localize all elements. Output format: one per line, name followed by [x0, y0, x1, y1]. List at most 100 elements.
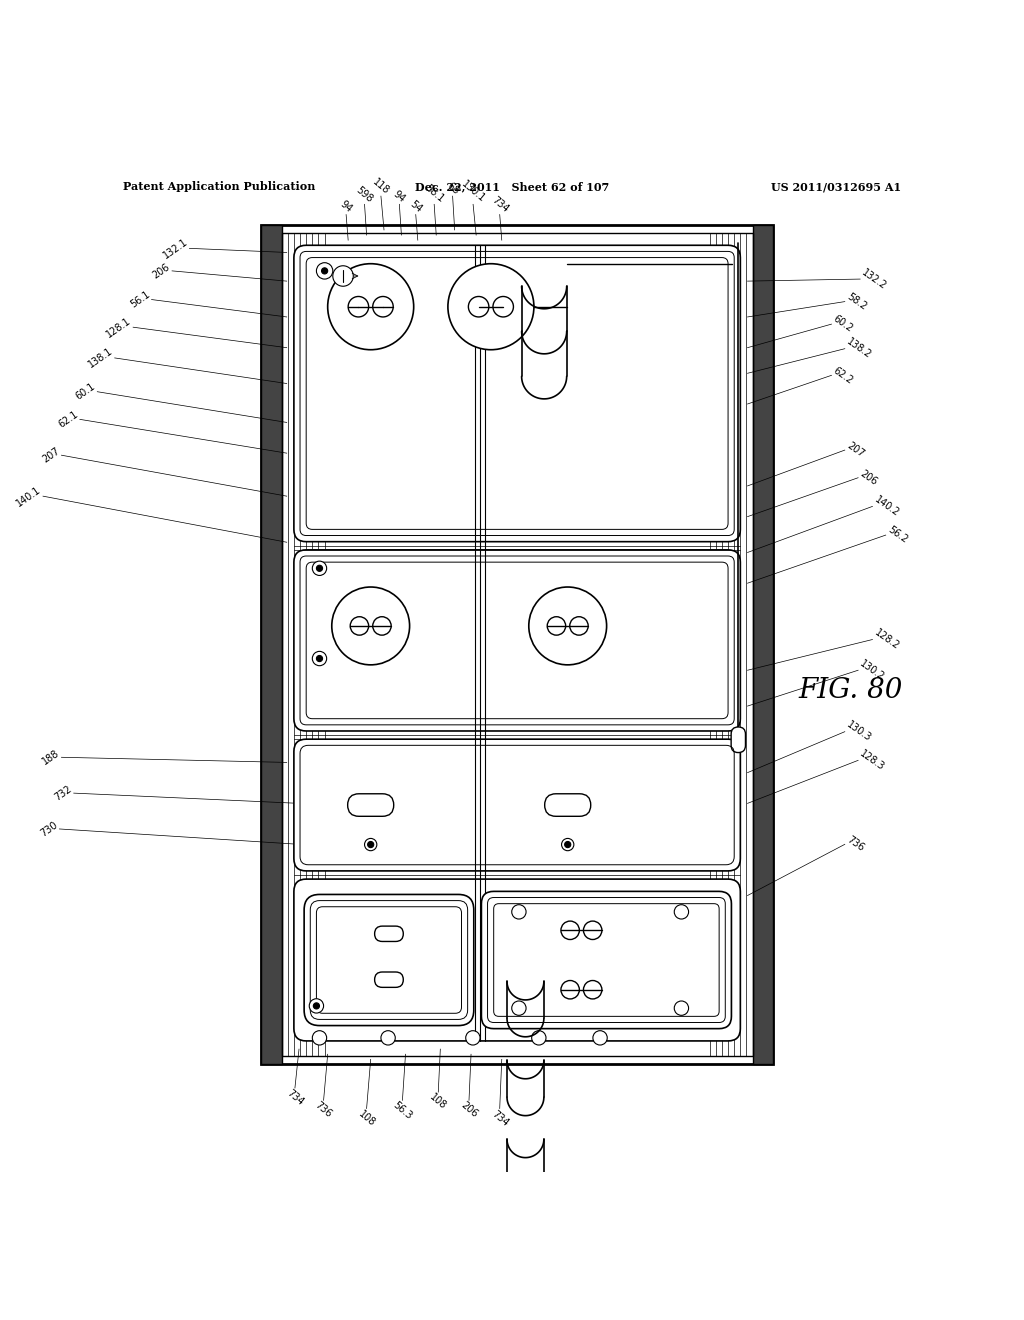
Circle shape: [316, 656, 323, 661]
Circle shape: [381, 1031, 395, 1045]
FancyBboxPatch shape: [304, 895, 474, 1026]
Text: 138.1: 138.1: [86, 346, 115, 370]
FancyBboxPatch shape: [294, 739, 740, 871]
Text: 130.2: 130.2: [858, 659, 887, 682]
Text: 108: 108: [356, 1109, 377, 1129]
FancyBboxPatch shape: [731, 727, 745, 752]
Circle shape: [561, 838, 573, 850]
Bar: [261, 224, 773, 1064]
FancyBboxPatch shape: [481, 891, 731, 1028]
Text: 132.2: 132.2: [860, 267, 889, 292]
Text: 94: 94: [338, 199, 354, 215]
Text: 56.1: 56.1: [128, 289, 152, 310]
Text: US 2011/0312695 A1: US 2011/0312695 A1: [771, 181, 901, 193]
Text: 206: 206: [459, 1101, 479, 1119]
Circle shape: [348, 297, 369, 317]
Circle shape: [512, 904, 526, 919]
Circle shape: [564, 841, 570, 847]
Bar: [753, 224, 773, 1064]
FancyBboxPatch shape: [294, 879, 740, 1041]
Text: 598: 598: [354, 185, 375, 205]
Text: 188: 188: [41, 748, 61, 767]
Circle shape: [561, 921, 580, 940]
FancyBboxPatch shape: [348, 793, 393, 816]
Text: 62.2: 62.2: [831, 366, 855, 385]
Text: 736: 736: [313, 1101, 334, 1119]
Circle shape: [447, 264, 534, 350]
Text: 130.1: 130.1: [460, 180, 486, 205]
Text: 207: 207: [845, 441, 866, 459]
Circle shape: [365, 838, 377, 850]
Text: 118: 118: [371, 177, 391, 197]
Text: FIG. 80: FIG. 80: [799, 677, 903, 705]
Circle shape: [466, 1031, 480, 1045]
Text: Dec. 22, 2011   Sheet 62 of 107: Dec. 22, 2011 Sheet 62 of 107: [415, 181, 609, 193]
Circle shape: [373, 616, 391, 635]
Text: 56.3: 56.3: [391, 1101, 414, 1122]
Circle shape: [313, 1003, 319, 1008]
Text: 730: 730: [39, 820, 59, 838]
Circle shape: [312, 561, 327, 576]
Text: 140.2: 140.2: [872, 495, 901, 519]
FancyBboxPatch shape: [294, 246, 740, 541]
Text: 130.3: 130.3: [845, 719, 873, 743]
Text: 94: 94: [391, 189, 408, 205]
Text: 56.2: 56.2: [886, 525, 909, 545]
Circle shape: [373, 297, 393, 317]
Text: 58.1: 58.1: [423, 183, 445, 205]
Circle shape: [674, 1001, 688, 1015]
Text: 132.1: 132.1: [161, 236, 189, 260]
Text: 736: 736: [845, 836, 865, 854]
Text: 58.2: 58.2: [845, 292, 868, 312]
Text: 128.3: 128.3: [858, 748, 887, 772]
Bar: [282, 234, 753, 1056]
Bar: [753, 224, 773, 1064]
Circle shape: [512, 1001, 526, 1015]
Text: 732: 732: [52, 784, 74, 803]
Text: 62.1: 62.1: [56, 409, 80, 429]
Text: 734: 734: [489, 195, 510, 215]
Circle shape: [593, 1031, 607, 1045]
Bar: [261, 224, 282, 1064]
Circle shape: [316, 565, 323, 572]
Circle shape: [468, 297, 488, 317]
Text: 68: 68: [444, 181, 461, 197]
Text: 128.2: 128.2: [872, 627, 901, 652]
FancyBboxPatch shape: [294, 550, 740, 731]
Circle shape: [309, 999, 324, 1012]
Text: 128.1: 128.1: [104, 315, 133, 339]
Circle shape: [674, 904, 688, 919]
Text: Patent Application Publication: Patent Application Publication: [123, 181, 315, 193]
Circle shape: [350, 616, 369, 635]
Circle shape: [531, 1031, 546, 1045]
Circle shape: [547, 616, 565, 635]
Circle shape: [584, 921, 602, 940]
Text: 734: 734: [489, 1109, 510, 1129]
Text: 108: 108: [428, 1092, 449, 1111]
Text: 138.2: 138.2: [845, 337, 873, 360]
Circle shape: [312, 651, 327, 665]
Text: 206: 206: [152, 261, 172, 280]
Circle shape: [316, 263, 333, 279]
Circle shape: [368, 841, 374, 847]
Text: 206: 206: [858, 469, 879, 487]
Circle shape: [561, 981, 580, 999]
Circle shape: [528, 587, 606, 665]
Circle shape: [322, 268, 328, 275]
Text: 60.1: 60.1: [74, 381, 97, 401]
Circle shape: [332, 587, 410, 665]
FancyBboxPatch shape: [545, 793, 591, 816]
FancyBboxPatch shape: [375, 972, 403, 987]
Text: 734: 734: [285, 1088, 305, 1107]
Circle shape: [333, 265, 353, 286]
Circle shape: [584, 981, 602, 999]
Circle shape: [493, 297, 513, 317]
Circle shape: [569, 616, 588, 635]
Bar: [261, 224, 282, 1064]
Circle shape: [328, 264, 414, 350]
Text: 207: 207: [40, 446, 61, 465]
Text: 54: 54: [408, 199, 424, 215]
FancyBboxPatch shape: [375, 927, 403, 941]
Circle shape: [312, 1031, 327, 1045]
Text: 60.2: 60.2: [831, 314, 855, 334]
